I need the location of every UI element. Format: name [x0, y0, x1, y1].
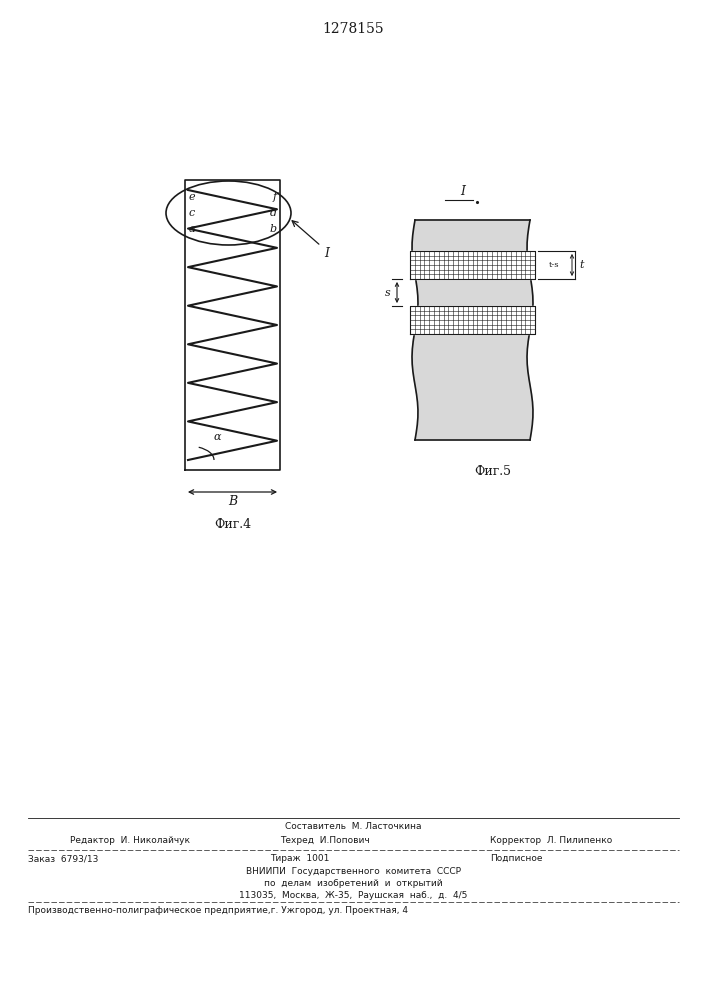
Text: Подписное: Подписное: [490, 854, 542, 863]
Text: a: a: [189, 224, 196, 233]
Text: s: s: [385, 288, 391, 298]
Text: d: d: [270, 208, 277, 218]
Polygon shape: [412, 220, 533, 440]
Text: по  делам  изобретений  и  открытий: по делам изобретений и открытий: [264, 879, 443, 888]
Text: I: I: [460, 185, 465, 198]
Text: t-s: t-s: [549, 261, 560, 269]
Polygon shape: [410, 306, 535, 334]
Text: 1278155: 1278155: [322, 22, 384, 36]
Text: Тираж  1001: Тираж 1001: [270, 854, 329, 863]
Text: Производственно-полиграфическое предприятие,г. Ужгород, ул. Проектная, 4: Производственно-полиграфическое предприя…: [28, 906, 408, 915]
Text: c: c: [189, 208, 195, 218]
Text: e: e: [189, 192, 196, 202]
Text: I: I: [324, 247, 329, 260]
Text: b: b: [270, 224, 277, 233]
Text: Заказ  6793/13: Заказ 6793/13: [28, 854, 98, 863]
Text: Корректор  Л. Пилипенко: Корректор Л. Пилипенко: [490, 836, 612, 845]
Text: t: t: [579, 260, 583, 270]
Text: Фиг.4: Фиг.4: [214, 518, 251, 531]
Polygon shape: [410, 251, 535, 279]
Text: α: α: [214, 432, 221, 442]
Text: ВНИИПИ  Государственного  комитета  СССР: ВНИИПИ Государственного комитета СССР: [245, 867, 460, 876]
Text: Фиг.5: Фиг.5: [474, 465, 511, 478]
Text: Редактор  И. Николайчук: Редактор И. Николайчук: [70, 836, 190, 845]
Text: f: f: [273, 192, 277, 202]
Text: B: B: [228, 495, 237, 508]
Text: Составитель  М. Ласточкина: Составитель М. Ласточкина: [285, 822, 421, 831]
Text: 113035,  Москва,  Ж-35,  Раушская  наб.,  д.  4/5: 113035, Москва, Ж-35, Раушская наб., д. …: [239, 891, 467, 900]
Text: Техред  И.Попович: Техред И.Попович: [280, 836, 370, 845]
